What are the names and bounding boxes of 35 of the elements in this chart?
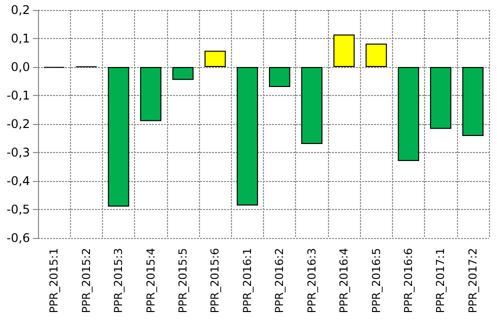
x-tick-label: PPR_2016:1 xyxy=(240,248,254,314)
y-tick-label: -0,1 xyxy=(6,88,30,102)
y-tick-label: 0,0 xyxy=(10,60,30,74)
x-tick-label: PPR_2016:4 xyxy=(338,248,351,314)
x-tick-label: PPR_2015:5 xyxy=(176,248,190,314)
x-tick-label: PPR_2016:2 xyxy=(273,248,286,314)
x-tick-label: PPR_2015:3 xyxy=(112,248,126,314)
y-tick-label: 0,2 xyxy=(10,3,30,17)
y-tick-label: -0,6 xyxy=(6,231,30,245)
x-tick-label: PPR_2015:4 xyxy=(144,248,158,314)
bar xyxy=(108,67,130,207)
x-tick-label: PPR_2016:3 xyxy=(305,248,318,314)
bar xyxy=(236,67,258,206)
x-tick-label: PPR_2015:1 xyxy=(48,248,61,314)
bar xyxy=(301,67,322,144)
x-tick-label: PPR_2017:1 xyxy=(434,248,448,314)
bar xyxy=(398,67,420,162)
bar xyxy=(268,67,290,87)
bar xyxy=(462,67,484,136)
x-tick-label: PPR_2015:6 xyxy=(208,248,222,314)
x-tick-label: PPR_2016:6 xyxy=(402,248,415,314)
bar xyxy=(366,44,387,67)
y-tick-label: 0,1 xyxy=(10,32,30,46)
bar xyxy=(204,50,226,67)
bar xyxy=(430,67,452,129)
bar xyxy=(172,67,194,80)
x-tick-label: PPR_2017:2 xyxy=(466,248,480,314)
bar xyxy=(333,34,355,67)
x-tick-label: PPR_2016:5 xyxy=(370,248,383,314)
y-tick-label: -0,4 xyxy=(6,174,30,188)
y-tick-label: -0,3 xyxy=(6,146,30,160)
bar xyxy=(140,67,162,122)
y-tick-label: -0,2 xyxy=(6,117,30,131)
x-tick-label: PPR_2015:2 xyxy=(80,248,93,314)
y-tick-label: -0,5 xyxy=(6,202,30,216)
